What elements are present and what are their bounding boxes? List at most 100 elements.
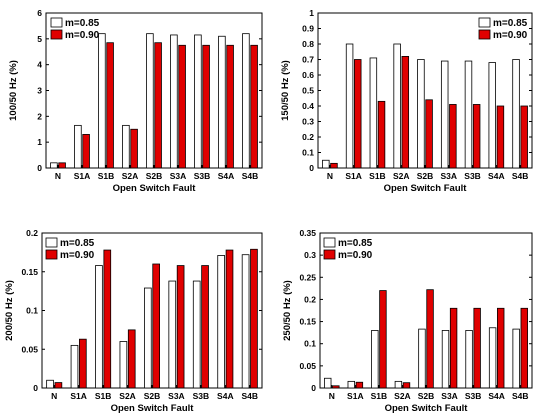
y-tick-label: 0.4 <box>302 101 314 111</box>
x-tick-label: S3B <box>194 171 211 181</box>
legend-label: m=0.85 <box>65 18 100 29</box>
x-tick-label: S2A <box>393 171 410 181</box>
y-tick-label: 1 <box>37 137 42 147</box>
legend: m=0.85m=0.90 <box>45 237 95 261</box>
x-tick-label: S1A <box>70 391 87 401</box>
y-tick-label: 0.8 <box>302 39 314 49</box>
bar-m090-s3a <box>449 104 457 169</box>
bar-m090-s1b <box>106 42 114 169</box>
x-tick-label: S1B <box>95 391 112 401</box>
y-tick-label: 0.1 <box>304 339 316 349</box>
chart-panel-4: 0 0.05 0.1 0.15 0.2 0.25 0.3 0.35 N S1A S1B S2A S2B S… <box>282 228 533 414</box>
x-tick-label: S4A <box>488 391 505 401</box>
y-axis-title: 100/50 Hz (%) <box>8 60 19 121</box>
x-tick-label: S3A <box>441 171 458 181</box>
y-axis-title: 250/50 Hz (%) <box>282 280 293 341</box>
chart-panel-3: 0 0.05 0.1 0.15 0.2 N S1A S1B S2A S2B S3A S3B S4A S4B… <box>4 228 263 414</box>
bar-m085-s2a <box>394 380 403 389</box>
x-tick-label: S1B <box>98 171 115 181</box>
bar-m090-n <box>330 162 338 169</box>
bar-m090-s2a <box>130 128 138 169</box>
y-tick-label: 0.5 <box>302 86 314 96</box>
bar-m085-s1a <box>345 43 354 169</box>
bar-m085-s3b <box>192 280 201 389</box>
bar-m085-s4b <box>512 328 520 389</box>
x-tick-label: S1B <box>369 171 386 181</box>
x-tick-label: S4A <box>488 171 505 181</box>
bar-m090-s3a <box>178 44 186 169</box>
bar-m090-s3a <box>449 307 458 389</box>
x-axis-title: Open Switch Fault <box>113 183 197 194</box>
bar-m090-s2a <box>401 56 410 169</box>
x-tick-label: S2A <box>122 171 139 181</box>
bar-m085-s2b <box>417 59 425 169</box>
y-tick-label: 1 <box>309 8 314 18</box>
x-tick-label: S3A <box>168 391 185 401</box>
bar-m090-s2b <box>152 263 160 389</box>
bar-m090-s2b <box>426 289 434 389</box>
legend-swatch-m085 <box>45 237 58 248</box>
bar-m090-s4b <box>520 105 528 169</box>
bar-m090-s4b <box>250 248 258 389</box>
bar-m090-s1a <box>79 338 87 389</box>
bar-m085-s2b <box>418 328 426 389</box>
bar-m090-s4b <box>520 307 528 389</box>
bar-m090-s2a <box>127 329 136 389</box>
x-tick-label: S3B <box>464 171 481 181</box>
y-tick-label: 5 <box>37 34 42 44</box>
bar-m085-s4a <box>218 35 226 169</box>
bar-m090-s1b <box>103 249 112 389</box>
bar-m085-s4a <box>488 327 497 389</box>
legend-label: m=0.85 <box>60 238 95 249</box>
bar-m085-s1b <box>369 57 378 169</box>
x-tick-label: N <box>55 171 61 181</box>
bar-m085-s3a <box>170 34 178 169</box>
bar-m090-s3b <box>473 307 481 389</box>
x-tick-label: S1A <box>347 391 364 401</box>
bar-m090-s1a <box>82 134 90 169</box>
y-tick-label: 0.6 <box>302 70 314 80</box>
x-tick-label: S4B <box>242 171 259 181</box>
x-tick-label: S2A <box>394 391 411 401</box>
bar-m085-s3b <box>465 330 473 389</box>
x-tick-label: S2B <box>418 391 435 401</box>
bar-m090-s4a <box>496 105 505 169</box>
legend-label: m=0.90 <box>60 250 95 261</box>
y-tick-label: 2 <box>37 111 42 121</box>
y-tick-label: 0.3 <box>304 250 316 260</box>
y-tick-label: 0.2 <box>304 294 316 304</box>
x-tick-label: N <box>327 171 333 181</box>
legend: m=0.85m=0.90 <box>50 17 100 41</box>
bar-m085-n <box>46 379 54 389</box>
x-tick-label: S4B <box>512 171 529 181</box>
bar-m090-s2b <box>425 99 433 169</box>
x-tick-label: S4A <box>218 171 235 181</box>
bar-m090-n <box>54 382 63 389</box>
bar-m085-s1a <box>347 380 355 389</box>
bar-m085-s1a <box>74 124 82 169</box>
bar-m085-s1a <box>70 344 79 389</box>
x-tick-label: S4B <box>242 391 259 401</box>
bar-m090-s2a <box>402 382 411 389</box>
bar-m090-n <box>58 162 66 169</box>
bar-m090-s3b <box>202 44 210 169</box>
x-tick-label: S3A <box>441 391 458 401</box>
bar-m085-s4a <box>488 62 496 169</box>
y-tick-label: 0.25 <box>299 272 316 282</box>
x-tick-label: S4A <box>217 391 234 401</box>
y-tick-label: 0.1 <box>302 148 314 158</box>
bar-m090-s4a <box>225 249 234 389</box>
y-tick-label: 0.15 <box>21 267 38 277</box>
bar-m090-s3a <box>176 265 185 389</box>
y-tick-label: 0.3 <box>302 117 314 127</box>
bar-m085-s2a <box>393 43 401 169</box>
y-tick-label: 0.1 <box>26 306 38 316</box>
y-axis-title: 200/50 Hz (%) <box>4 280 15 341</box>
y-tick-label: 0 <box>37 163 42 173</box>
legend-swatch-m085 <box>478 17 491 28</box>
y-tick-label: 0.2 <box>302 132 314 142</box>
legend-swatch-m090 <box>323 249 336 260</box>
legend: m=0.85m=0.90 <box>478 17 528 41</box>
bar-m085-s1b <box>95 265 103 389</box>
